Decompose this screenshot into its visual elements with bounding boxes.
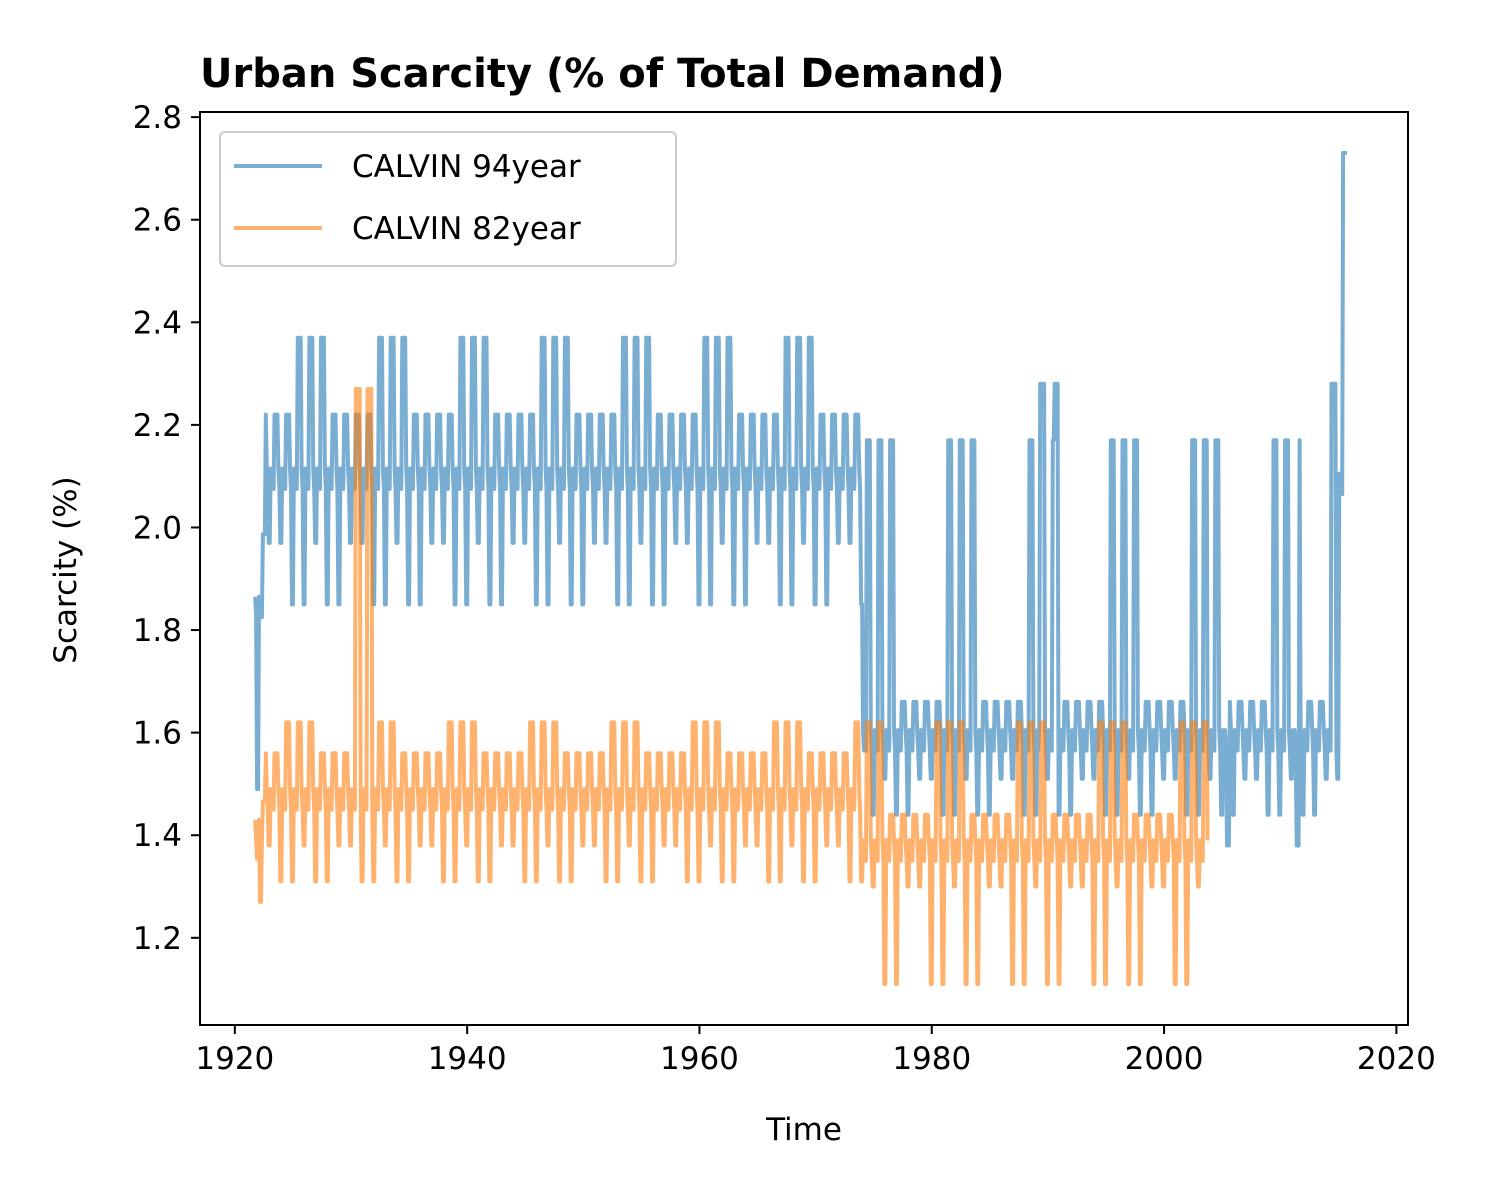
y-tick-label: 1.6 [133,716,182,752]
x-tick-label: 1940 [428,1041,507,1077]
chart-title: Urban Scarcity (% of Total Demand) [200,51,1005,97]
x-tick-label: 2020 [1357,1041,1436,1077]
y-tick-label: 2.4 [133,305,182,341]
legend-box [219,131,677,267]
y-axis: 1.2 1.4 1.6 1.8 2.0 2.2 2.4 2.6 2.8 [133,100,200,957]
x-tick-label: 1920 [195,1041,274,1077]
x-tick-label: 1980 [892,1041,971,1077]
y-tick-label: 1.4 [133,818,182,854]
y-axis-label: Scarcity (%) [48,476,84,663]
legend: CALVIN 94year CALVIN 82year [219,131,677,267]
y-tick-label: 1.2 [133,921,182,957]
y-tick-label: 2.6 [133,203,182,239]
plot-area [253,151,1349,986]
series-line-calvin-82year [253,387,1210,986]
y-tick-label: 2.2 [133,408,182,444]
plot-frame [199,111,1409,1026]
series-line-calvin-94year [253,151,1349,848]
legend-label-calvin-82year: CALVIN 82year [352,211,581,247]
x-axis: 1920 1940 1960 1980 2000 2020 [195,1025,1436,1077]
y-tick-label: 2.8 [133,100,182,136]
x-axis-label: Time [765,1112,842,1148]
x-tick-label: 2000 [1125,1041,1204,1077]
x-tick-label: 1960 [660,1041,739,1077]
legend-label-calvin-94year: CALVIN 94year [352,149,581,185]
y-tick-label: 1.8 [133,613,182,649]
y-tick-label: 2.0 [133,510,182,546]
